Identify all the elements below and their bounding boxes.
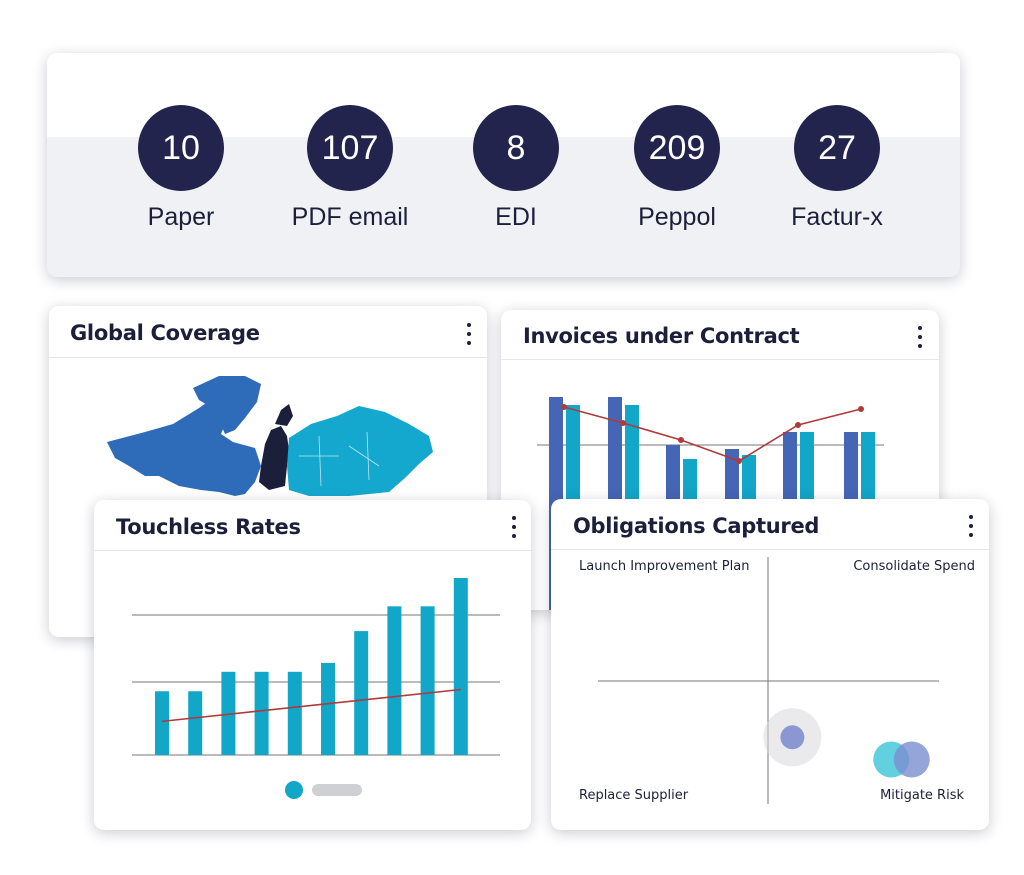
map-borders bbox=[299, 431, 380, 487]
card-header: Touchless Rates bbox=[94, 500, 531, 551]
touchless-bar bbox=[188, 691, 203, 755]
stat-value-badge: 107 bbox=[307, 105, 393, 191]
touchless-chart bbox=[132, 578, 500, 799]
more-options-icon[interactable] bbox=[967, 515, 975, 537]
trend-point bbox=[678, 437, 684, 443]
stat-value-badge: 27 bbox=[794, 105, 880, 191]
trend-point bbox=[736, 458, 742, 464]
card-header: Global Coverage bbox=[49, 306, 487, 358]
trend-point bbox=[858, 406, 864, 412]
touchless-bar bbox=[354, 631, 369, 755]
touchless-rates-card: Touchless Rates bbox=[94, 500, 531, 830]
quadrant-label-top-left: Launch Improvement Plan bbox=[579, 559, 749, 574]
world-map bbox=[107, 376, 433, 496]
bubble-point bbox=[780, 725, 805, 750]
stat-value-badge: 10 bbox=[138, 105, 224, 191]
map-scandinavia bbox=[275, 404, 293, 426]
map-europe bbox=[259, 426, 289, 490]
trend-point bbox=[795, 422, 801, 428]
touchless-bar bbox=[287, 671, 302, 755]
card-title: Touchless Rates bbox=[116, 515, 301, 539]
stat-pdf-email: 107 PDF email bbox=[265, 105, 435, 232]
more-options-icon[interactable] bbox=[465, 323, 473, 345]
touchless-bar bbox=[221, 671, 236, 755]
map-greenland bbox=[193, 376, 261, 434]
touchless-bar bbox=[321, 662, 335, 755]
touchless-trend-line bbox=[161, 688, 461, 723]
stat-label: Peppol bbox=[638, 203, 716, 231]
card-title: Invoices under Contract bbox=[523, 324, 800, 348]
stat-factur-x: 27 Factur-x bbox=[752, 105, 922, 232]
more-options-icon[interactable] bbox=[510, 516, 518, 538]
trend-point bbox=[561, 404, 567, 410]
card-header: Invoices under Contract bbox=[501, 310, 939, 360]
touchless-bar bbox=[387, 606, 402, 755]
pagination-dot-active[interactable] bbox=[285, 781, 303, 799]
card-title: Global Coverage bbox=[70, 321, 260, 345]
quadrant-label-bottom-left: Replace Supplier bbox=[579, 788, 689, 803]
trend-point bbox=[620, 420, 626, 426]
stat-edi: 8 EDI bbox=[431, 105, 601, 232]
touchless-bar bbox=[155, 691, 169, 755]
obligations-quadrant-chart: Launch Improvement Plan Consolidate Spen… bbox=[579, 557, 975, 804]
touchless-bar bbox=[453, 578, 468, 755]
quadrant-label-bottom-right: Mitigate Risk bbox=[880, 788, 964, 803]
trend-line bbox=[563, 406, 862, 462]
touchless-bar bbox=[420, 606, 435, 755]
stat-value-badge: 8 bbox=[473, 105, 559, 191]
touchless-bar bbox=[254, 671, 269, 755]
stat-value-badge: 209 bbox=[634, 105, 720, 191]
stat-label: PDF email bbox=[291, 203, 409, 231]
map-eurasia bbox=[287, 406, 433, 496]
stat-label: EDI bbox=[495, 203, 537, 231]
quadrant-label-top-right: Consolidate Spend bbox=[853, 559, 975, 574]
obligations-captured-card: Obligations Captured Launch Improvement … bbox=[551, 499, 989, 830]
card-header: Obligations Captured bbox=[551, 499, 989, 550]
stat-label: Factur-x bbox=[791, 203, 883, 231]
channel-stats-card: 10 Paper 107 PDF email 8 EDI 209 Peppol … bbox=[47, 53, 960, 277]
card-title: Obligations Captured bbox=[573, 514, 820, 538]
stat-label: Paper bbox=[147, 203, 215, 231]
more-options-icon[interactable] bbox=[916, 326, 924, 348]
stat-peppol: 209 Peppol bbox=[592, 105, 762, 232]
pagination-dot-inactive[interactable] bbox=[312, 784, 362, 796]
stat-paper: 10 Paper bbox=[96, 105, 266, 232]
bubble-point bbox=[893, 741, 930, 778]
